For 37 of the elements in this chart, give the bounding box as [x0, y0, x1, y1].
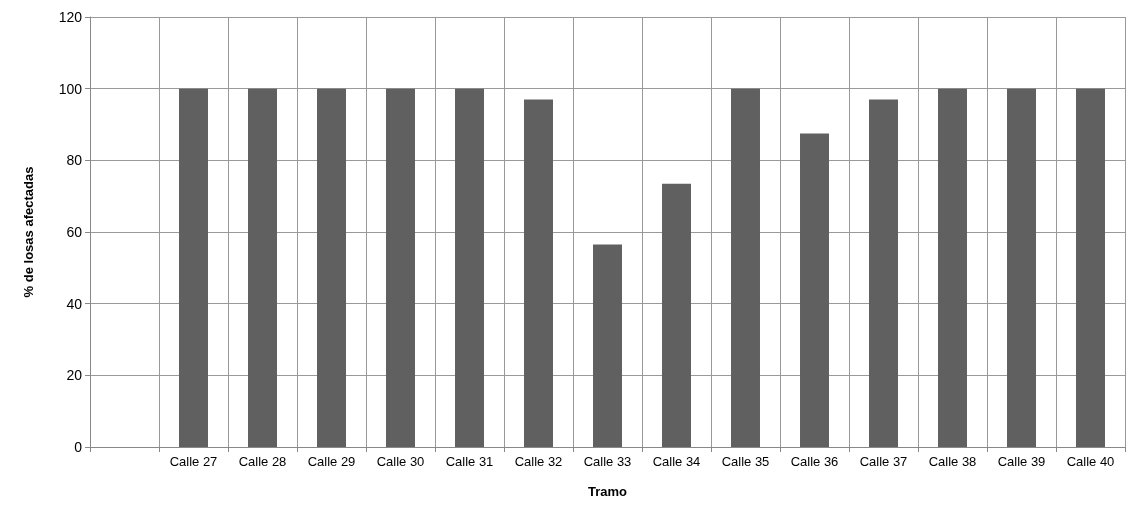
x-tick-label: Calle 36 [790, 454, 839, 469]
x-tick-label: Calle 35 [721, 454, 770, 469]
y-tick-label: 40 [66, 295, 83, 312]
y-tick-label: 120 [58, 9, 83, 25]
x-tick-label: Calle 40 [1066, 454, 1115, 469]
x-tick-label: Calle 34 [652, 454, 701, 469]
x-tick-label: Calle 38 [928, 454, 977, 469]
bar [800, 133, 829, 447]
bar [731, 88, 760, 447]
x-tick-label: Calle 39 [997, 454, 1046, 469]
x-tick-label: Calle 32 [514, 454, 563, 469]
y-tick-label: 100 [58, 80, 83, 97]
x-tick-label: Calle 28 [238, 454, 287, 469]
bar [248, 88, 277, 447]
y-tick-label: 20 [66, 367, 83, 384]
x-tick-label: Calle 29 [307, 454, 356, 469]
bar [869, 99, 898, 447]
bar [1007, 88, 1036, 447]
x-tick-label: Calle 31 [445, 454, 494, 469]
y-axis-title: % de losas afectadas [21, 166, 36, 298]
x-tick-label: Calle 37 [859, 454, 908, 469]
x-tick-label: Calle 27 [169, 454, 218, 469]
bar [179, 88, 208, 447]
bar [662, 183, 691, 447]
y-tick-label: 0 [74, 439, 83, 455]
bar [455, 88, 484, 447]
bar [317, 88, 346, 447]
bar [524, 99, 553, 447]
x-axis-title: Tramo [587, 484, 628, 499]
bar [1076, 88, 1105, 447]
x-tick-label: Calle 33 [583, 454, 632, 469]
x-tick-label: Calle 30 [376, 454, 425, 469]
bar [938, 88, 967, 447]
bar [593, 244, 622, 447]
y-tick-label: 60 [66, 224, 83, 240]
y-tick-label: 80 [66, 152, 83, 169]
bar [386, 88, 415, 447]
